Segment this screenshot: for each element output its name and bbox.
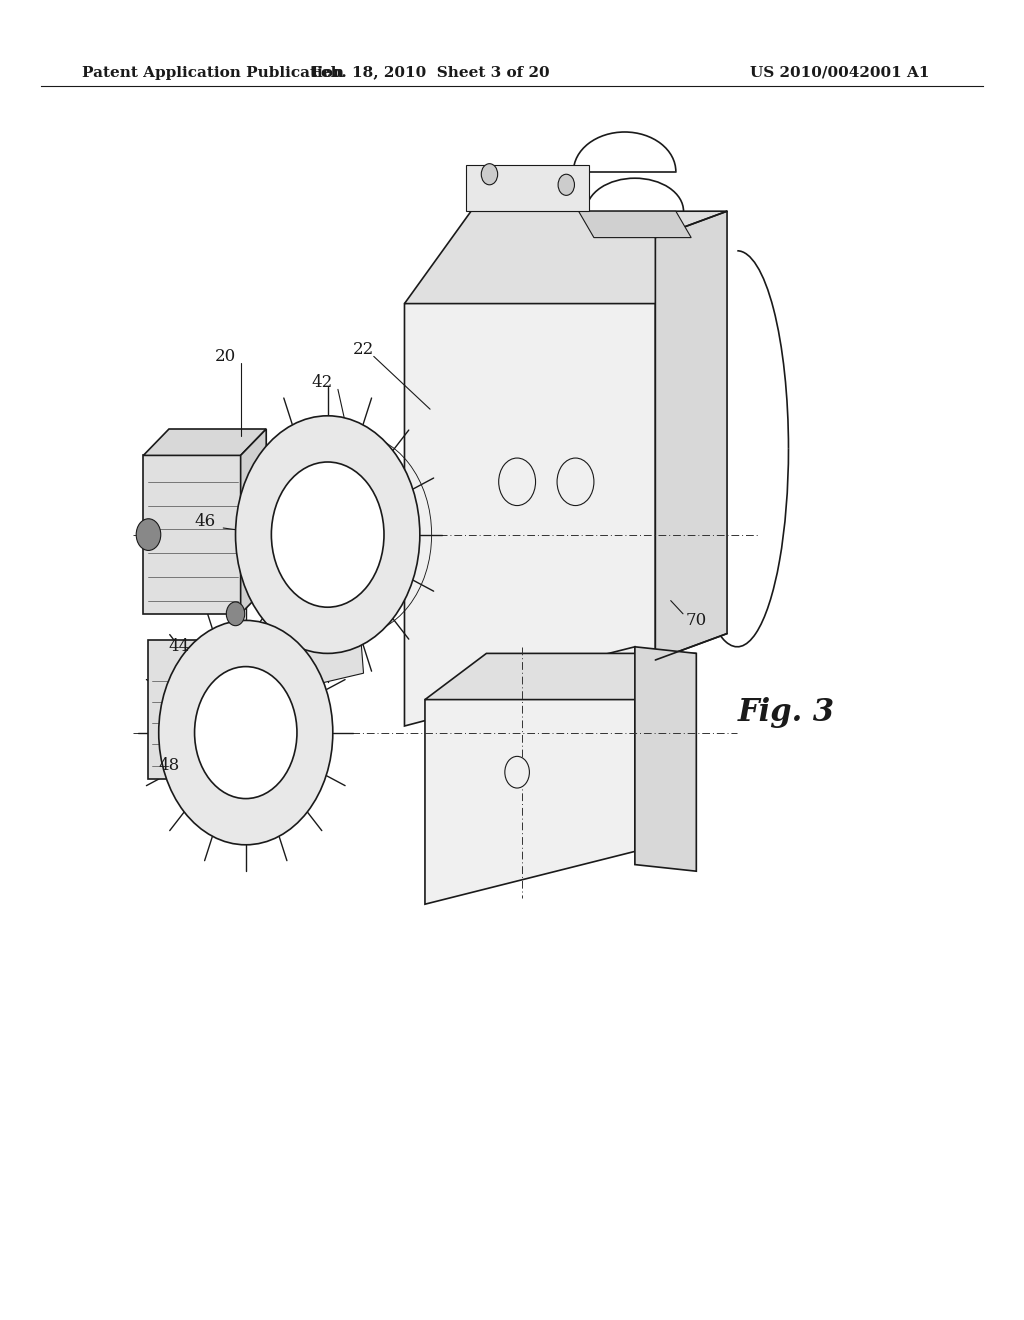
Text: 42: 42 xyxy=(312,375,333,391)
Polygon shape xyxy=(635,647,696,871)
Circle shape xyxy=(195,667,297,799)
Polygon shape xyxy=(143,455,241,614)
Circle shape xyxy=(557,458,594,506)
Circle shape xyxy=(136,519,161,550)
Polygon shape xyxy=(241,429,266,614)
Polygon shape xyxy=(425,647,635,904)
Text: 70: 70 xyxy=(686,612,707,628)
Polygon shape xyxy=(404,238,655,726)
Circle shape xyxy=(159,620,333,845)
Text: Patent Application Publication: Patent Application Publication xyxy=(82,66,344,79)
Circle shape xyxy=(226,602,245,626)
Circle shape xyxy=(505,756,529,788)
Polygon shape xyxy=(143,429,266,455)
Text: 48: 48 xyxy=(159,758,179,774)
Polygon shape xyxy=(466,165,589,211)
Text: US 2010/0042001 A1: US 2010/0042001 A1 xyxy=(750,66,930,79)
Text: Feb. 18, 2010  Sheet 3 of 20: Feb. 18, 2010 Sheet 3 of 20 xyxy=(310,66,550,79)
Circle shape xyxy=(558,174,574,195)
Polygon shape xyxy=(579,211,691,238)
Circle shape xyxy=(271,462,384,607)
Polygon shape xyxy=(225,620,246,779)
Text: 44: 44 xyxy=(169,639,189,655)
Circle shape xyxy=(481,164,498,185)
Circle shape xyxy=(236,416,420,653)
Text: 20: 20 xyxy=(215,348,236,364)
Polygon shape xyxy=(425,653,696,700)
Polygon shape xyxy=(148,640,225,779)
Text: Fig. 3: Fig. 3 xyxy=(737,697,835,729)
Text: 22: 22 xyxy=(353,342,374,358)
Circle shape xyxy=(499,458,536,506)
Polygon shape xyxy=(655,211,727,660)
Polygon shape xyxy=(302,607,364,686)
Polygon shape xyxy=(404,211,727,304)
Text: 46: 46 xyxy=(195,513,215,529)
